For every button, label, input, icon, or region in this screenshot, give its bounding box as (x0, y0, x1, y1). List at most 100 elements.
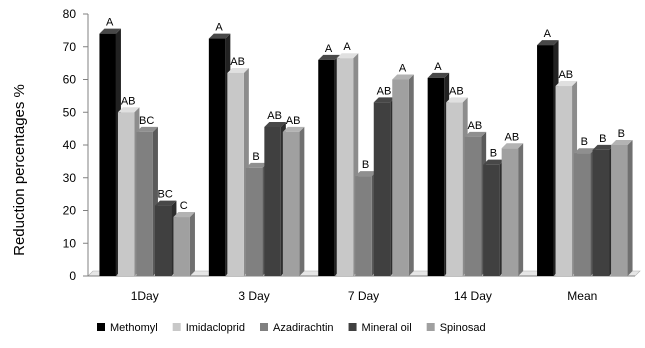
legend-label: Spinosad (440, 322, 486, 334)
bar-front (227, 72, 244, 276)
y-tick-label: 20 (63, 204, 77, 218)
bar-front (373, 102, 391, 276)
y-tick-label: 10 (63, 236, 77, 250)
bar-front (318, 59, 335, 276)
bar (282, 126, 305, 277)
bar-front (611, 145, 628, 276)
bar-top (446, 97, 468, 103)
significance-label: AB (121, 95, 136, 107)
bar (501, 143, 524, 276)
legend-swatch (97, 323, 105, 331)
bar-side (627, 140, 633, 276)
y-tick-label: 30 (63, 171, 77, 185)
legend-label: Methomyl (110, 322, 158, 334)
bar-front (336, 58, 354, 277)
significance-label: A (434, 61, 442, 73)
bar (173, 212, 195, 276)
significance-label: A (325, 43, 333, 55)
bar-top (392, 74, 414, 80)
legend-label: Mineral oil (362, 322, 412, 334)
significance-label: AB (468, 120, 483, 132)
x-tick-label: 14 Day (454, 289, 492, 303)
y-tick-label: 50 (63, 105, 77, 119)
bar (264, 121, 286, 276)
legend-item: Azadirachtin (260, 322, 334, 334)
significance-label: AB (230, 56, 245, 68)
legend-swatch (260, 323, 268, 331)
bar (592, 144, 615, 276)
significance-label: A (215, 22, 223, 34)
bar-front (427, 77, 445, 276)
bar-front (592, 149, 610, 276)
significance-label: B (581, 136, 588, 148)
legend-swatch (348, 323, 357, 331)
legend-label: Imidacloprid (186, 322, 245, 334)
bar (392, 74, 414, 276)
bar-front (99, 33, 116, 277)
bar-front (392, 79, 409, 276)
bar (154, 200, 177, 276)
significance-label: AB (449, 85, 464, 97)
bar (611, 140, 633, 276)
bar-front (264, 126, 281, 276)
y-tick-label: 60 (63, 73, 77, 87)
bar (136, 126, 158, 277)
bar-side (408, 74, 414, 276)
bar-front (117, 112, 135, 276)
significance-label: BC (158, 189, 173, 201)
significance-label: BC (139, 115, 154, 127)
bar-top (537, 40, 559, 46)
x-tick-label: 1Day (131, 289, 159, 303)
bar-top (245, 162, 268, 168)
bar-top (483, 159, 505, 165)
bar (227, 67, 249, 276)
significance-label: B (599, 133, 606, 145)
significance-label: A (399, 63, 407, 75)
bar-front (501, 148, 519, 276)
x-tick-label: 3 Day (238, 289, 269, 303)
bar-top (592, 144, 615, 150)
significance-label: AB (505, 131, 520, 143)
bar-front (282, 131, 300, 276)
bar-front (574, 153, 591, 276)
bars (99, 28, 633, 277)
bar-top (355, 171, 377, 177)
bar (117, 107, 140, 276)
bar-side (518, 143, 524, 276)
significance-label: AB (558, 69, 573, 81)
bar-top (208, 33, 231, 39)
bar (574, 148, 596, 276)
x-tick-label: Mean (567, 289, 597, 303)
legend-swatch (172, 323, 181, 331)
significance-label: AB (267, 110, 282, 122)
y-tick-label: 0 (69, 269, 76, 283)
bar-side (189, 212, 195, 276)
bar-front (245, 167, 263, 276)
legend-item: Mineral oil (348, 322, 412, 334)
legend-item: Methomyl (97, 322, 158, 334)
y-tick-label: 70 (63, 40, 77, 54)
bar-top (427, 72, 450, 78)
legend-swatch (426, 323, 435, 331)
bar-top (611, 140, 633, 145)
bar-top (336, 53, 359, 59)
significance-label: B (252, 151, 259, 163)
bar-front (208, 38, 226, 276)
significance-label: AB (377, 85, 392, 97)
bar-top (555, 81, 578, 87)
bar (208, 33, 231, 276)
significance-label: A (544, 28, 552, 40)
bar-top (154, 200, 177, 206)
significance-label: B (618, 128, 625, 140)
bar-front (537, 45, 554, 276)
significance-label: B (490, 148, 497, 160)
bar-top (464, 131, 487, 137)
bar-top (318, 54, 340, 60)
bar-top (173, 212, 195, 218)
bar-side (299, 126, 305, 277)
bar (336, 53, 359, 277)
significance-label: A (106, 17, 114, 29)
bar (555, 81, 578, 276)
